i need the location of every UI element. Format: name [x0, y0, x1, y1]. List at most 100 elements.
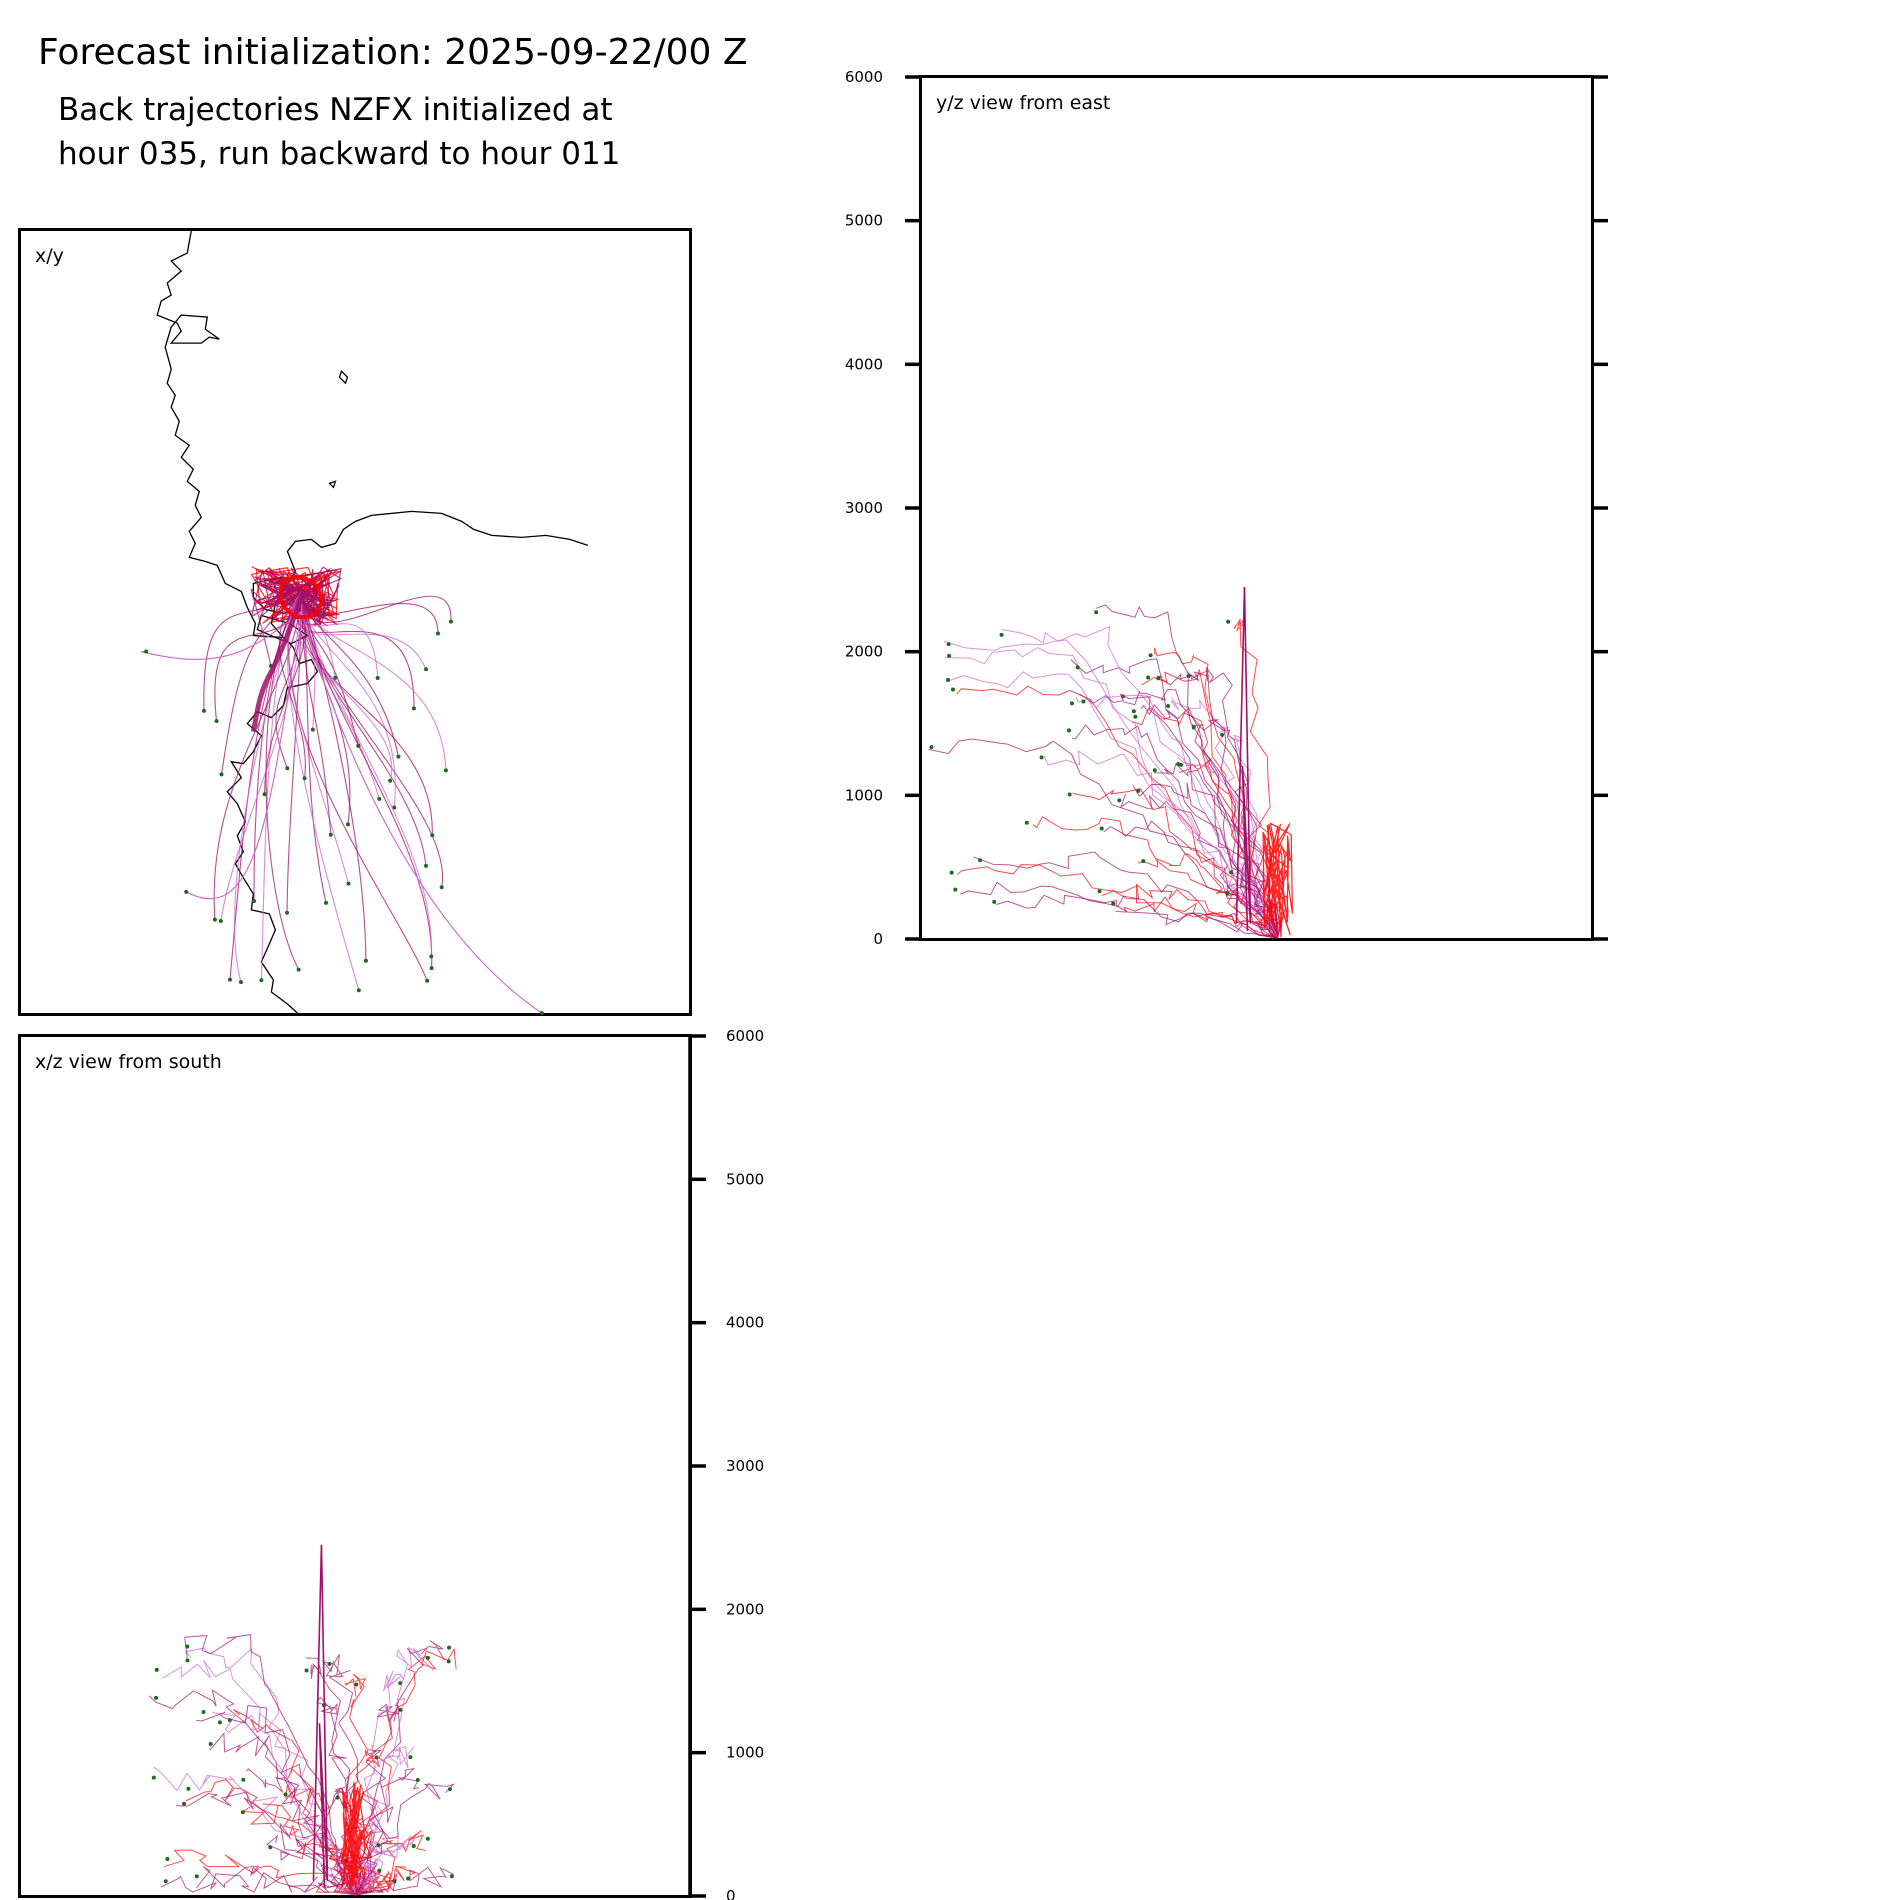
xz-ytick-label: 2000 [726, 1600, 764, 1618]
yz-trajectory [948, 671, 1278, 939]
coastline-segment [226, 637, 319, 1014]
xz-trajectory [356, 1640, 445, 1896]
yz-trajectory [1001, 625, 1278, 939]
xz-trajectory-endpoint [374, 1755, 379, 1760]
xz-trajectory-endpoint [154, 1667, 159, 1672]
xz-trajectory-endpoint [327, 1661, 332, 1666]
yz-trajectory [973, 851, 1278, 939]
yz-trajectory [945, 646, 1279, 939]
xy-trajectory-endpoint [375, 676, 380, 681]
xz-trajectory-endpoint [154, 1695, 159, 1700]
yz-trajectory-endpoint [1136, 788, 1141, 793]
xy-trajectory-endpoint [363, 958, 368, 963]
xz-trajectory-endpoint [449, 1874, 454, 1879]
yz-trajectory-endpoint [1152, 768, 1157, 773]
yz-trajectory [956, 685, 1278, 939]
xy-trajectory-outlier [141, 611, 302, 660]
xy-trajectory-endpoint [285, 766, 290, 771]
yz-trajectory [1122, 688, 1278, 939]
xz-trajectory [162, 1659, 357, 1896]
xy-trajectory-endpoint [259, 978, 264, 983]
xz-trajectory-endpoint [268, 1845, 273, 1850]
xz-trajectory-endpoint [151, 1775, 156, 1780]
figure-title: Forecast initialization: 2025-09-22/00 Z [38, 32, 748, 73]
yz-ytick-label: 4000 [845, 355, 883, 373]
xz-source-core [340, 1781, 373, 1896]
xy-trajectory-endpoint [333, 675, 338, 680]
xz-trajectory-endpoint [185, 1658, 190, 1663]
xy-trajectory-endpoint [219, 772, 224, 777]
xy-plot [141, 230, 589, 1016]
xy-trajectory-endpoint [539, 1010, 544, 1016]
xy-trajectory-endpoint [201, 708, 207, 713]
xz-trajectory-endpoint [182, 1801, 187, 1806]
xz-trajectory-endpoint [425, 1836, 430, 1841]
xz-trajectory-endpoint [241, 1777, 246, 1782]
xz-trajectory-spike [312, 1544, 329, 1888]
xz-ytick-label: 5000 [726, 1170, 764, 1188]
xy-panel-label: x/y [35, 245, 64, 267]
xy-trajectory-bundle [250, 590, 306, 733]
yz-ytick-label: 1000 [845, 786, 883, 804]
xy-trajectory [300, 591, 432, 957]
xy-trajectory [300, 591, 433, 969]
xz-ytick-label: 0 [726, 1887, 736, 1900]
yz-trajectory [1226, 884, 1278, 939]
xy-trajectory [300, 591, 332, 835]
xz-trajectory-endpoint [377, 1868, 382, 1873]
xz-trajectory-endpoint [408, 1755, 413, 1760]
xz-trajectory-endpoint [398, 1681, 403, 1686]
yz-ytick-label: 2000 [845, 643, 883, 661]
xy-trajectory-endpoint [214, 719, 219, 724]
yz-panel: y/z view from east [919, 75, 1594, 941]
yz-trajectory [928, 738, 1278, 939]
subtitle-line-1: Back trajectories NZFX initialized at [58, 92, 613, 128]
yz-trajectory-endpoint [1133, 714, 1138, 719]
xy-trajectory-endpoint [435, 631, 440, 636]
xy-trajectory-endpoint [184, 889, 189, 894]
yz-trajectory-endpoint [1111, 901, 1116, 906]
xz-ytick-label: 6000 [726, 1027, 764, 1045]
xy-trajectory-endpoint [218, 919, 223, 924]
xy-trajectory [278, 591, 306, 779]
yz-trajectory-endpoint [946, 678, 951, 683]
yz-trajectory-endpoint [929, 745, 934, 750]
yz-trajectory [1079, 693, 1279, 939]
xy-trajectory-endpoint [429, 966, 434, 971]
xy-trajectory-endpoint [425, 978, 430, 983]
yz-trajectory-endpoint [1226, 619, 1231, 624]
xy-trajectory-endpoint [448, 619, 453, 624]
xz-ytick-label: 3000 [726, 1457, 764, 1475]
xz-trajectory [343, 1858, 384, 1896]
xz-trajectory [354, 1835, 415, 1896]
yz-trajectory-endpoint [1156, 676, 1161, 681]
subtitle-line-2: hour 035, run backward to hour 011 [58, 136, 621, 172]
xz-trajectory-endpoint [415, 1777, 420, 1782]
yz-panel-label: y/z view from east [936, 92, 1111, 114]
xz-trajectory-endpoint [447, 1645, 452, 1650]
yz-trajectory-endpoint [1220, 732, 1225, 737]
figure-subtitle: Back trajectories NZFX initialized at ho… [58, 88, 758, 176]
xz-ytick-label: 4000 [726, 1314, 764, 1332]
yz-plot [928, 586, 1293, 939]
yz-trajectory [996, 894, 1278, 939]
xy-trajectory-endpoint [345, 822, 350, 827]
yz-trajectory-endpoint [950, 687, 955, 692]
yz-trajectory [1072, 724, 1278, 939]
xy-trajectory-endpoint [377, 796, 382, 801]
yz-trajectory-endpoint [1024, 820, 1029, 825]
yz-trajectory-endpoint [947, 653, 952, 658]
yz-trajectory [1043, 749, 1278, 939]
xz-ytick-label: 1000 [726, 1744, 764, 1762]
yz-ytick-label: 3000 [845, 499, 883, 517]
xy-trajectory-endpoint [212, 917, 217, 922]
yz-trajectory-endpoint [1191, 725, 1196, 730]
xz-trajectory [355, 1782, 456, 1896]
xy-trajectory [296, 591, 433, 836]
xz-trajectory-endpoint [165, 1857, 170, 1862]
xy-trajectory-endpoint [356, 988, 361, 993]
xz-trajectory [176, 1791, 357, 1896]
yz-trajectory-endpoint [1069, 701, 1074, 706]
yz-trajectory-endpoint [946, 642, 951, 647]
xz-trajectory-endpoint [163, 1879, 168, 1884]
